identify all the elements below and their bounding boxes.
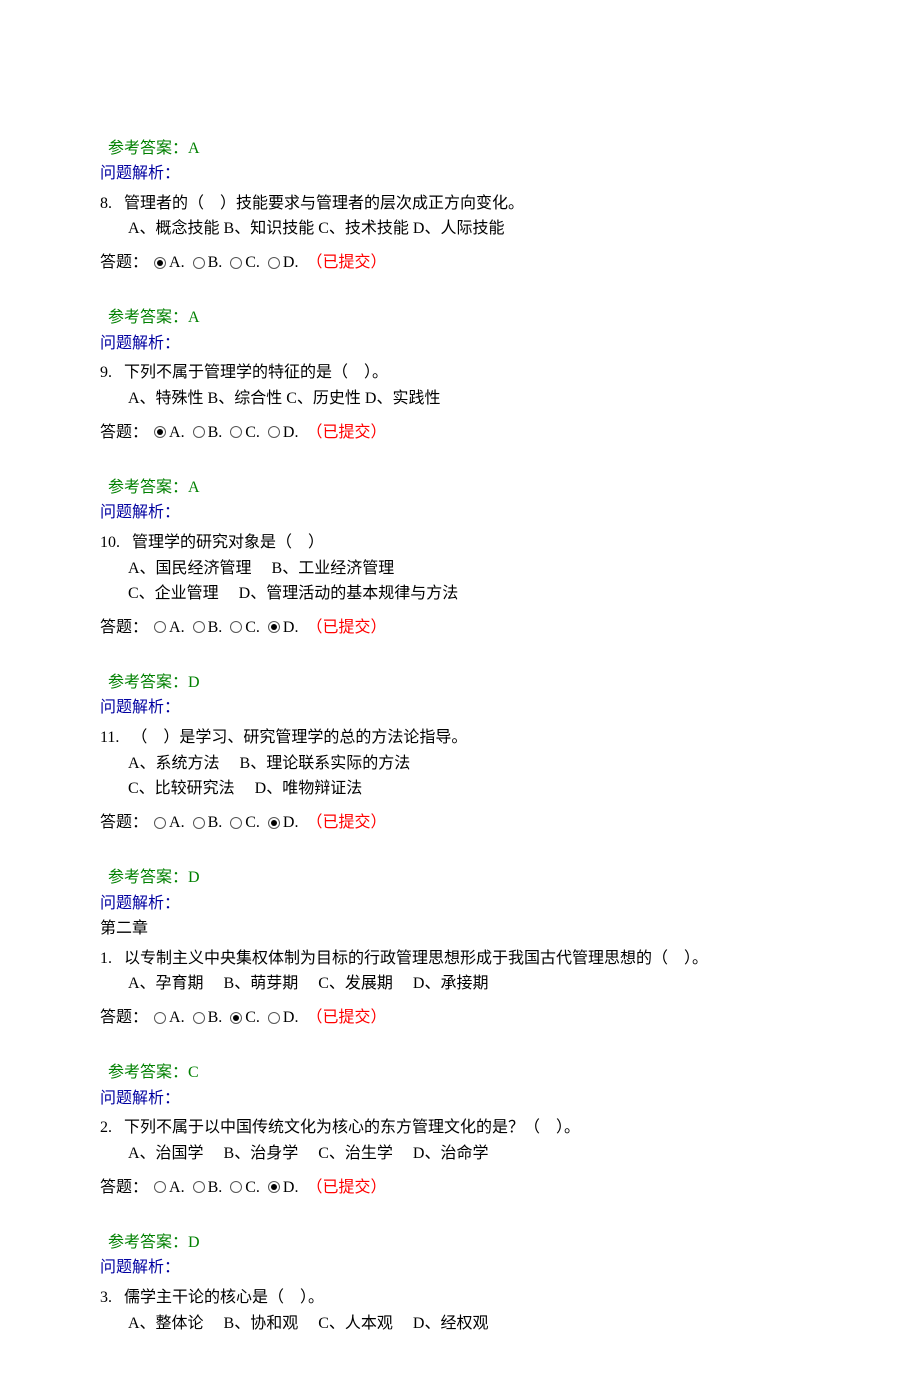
radio-c[interactable] xyxy=(230,1012,242,1024)
radio-d[interactable] xyxy=(268,257,280,269)
question-options: A、孕育期 B、萌芽期 C、发展期 D、承接期 xyxy=(100,971,820,997)
option-label: B. xyxy=(208,1175,223,1201)
option-label: C. xyxy=(245,1175,260,1201)
radio-a[interactable] xyxy=(154,1181,166,1193)
option-label: A. xyxy=(169,615,185,641)
question-stem: 9. 下列不属于管理学的特征的是（ ）。 xyxy=(100,360,820,386)
analysis-label: 问题解析： xyxy=(100,161,820,187)
question-options: A、特殊性 B、综合性 C、历史性 D、实践性 xyxy=(100,386,820,412)
option-label: A. xyxy=(169,420,185,446)
question-options: A、系统方法 B、理论联系实际的方法 xyxy=(100,751,820,777)
question-stem: 3. 儒学主干论的核心是（ ）。 xyxy=(100,1285,820,1311)
submitted-badge: （已提交） xyxy=(306,1005,386,1031)
answer-row: 答题： A. B. C. D. （已提交） xyxy=(100,810,820,836)
option-label: C. xyxy=(245,1005,260,1031)
answer-prefix: 答题： xyxy=(100,250,148,276)
submitted-badge: （已提交） xyxy=(306,615,386,641)
submitted-badge: （已提交） xyxy=(306,420,386,446)
option-label: B. xyxy=(208,615,223,641)
analysis-label: 问题解析： xyxy=(100,500,820,526)
question-stem: 10. 管理学的研究对象是（ ） xyxy=(100,530,820,556)
radio-c[interactable] xyxy=(230,426,242,438)
reference-answer: 参考答案：D xyxy=(100,1204,820,1255)
question-stem: 2. 下列不属于以中国传统文化为核心的东方管理文化的是？（ ）。 xyxy=(100,1115,820,1141)
option-label: C. xyxy=(245,810,260,836)
question-options: C、比较研究法 D、唯物辩证法 xyxy=(100,776,820,802)
answer-prefix: 答题： xyxy=(100,1175,148,1201)
option-label: D. xyxy=(283,615,299,641)
radio-d[interactable] xyxy=(268,817,280,829)
option-label: D. xyxy=(283,1175,299,1201)
answer-row: 答题： A. B. C. D. （已提交） xyxy=(100,250,820,276)
option-label: A. xyxy=(169,1005,185,1031)
option-label: A. xyxy=(169,810,185,836)
reference-answer: 参考答案：A xyxy=(100,280,820,331)
option-label: D. xyxy=(283,250,299,276)
answer-prefix: 答题： xyxy=(100,420,148,446)
question-options: A、概念技能 B、知识技能 C、技术技能 D、人际技能 xyxy=(100,216,820,242)
option-label: B. xyxy=(208,420,223,446)
option-label: A. xyxy=(169,250,185,276)
chapter-heading: 第二章 xyxy=(100,916,820,942)
analysis-label: 问题解析： xyxy=(100,1255,820,1281)
question-stem: 1. 以专制主义中央集权体制为目标的行政管理思想形成于我国古代管理思想的（ ）。 xyxy=(100,946,820,972)
reference-answer: 参考答案：A xyxy=(100,110,820,161)
radio-b[interactable] xyxy=(193,1181,205,1193)
radio-a[interactable] xyxy=(154,257,166,269)
question-options: A、整体论 B、协和观 C、人本观 D、经权观 xyxy=(100,1311,820,1337)
radio-c[interactable] xyxy=(230,621,242,633)
radio-b[interactable] xyxy=(193,817,205,829)
option-label: B. xyxy=(208,810,223,836)
reference-answer: 参考答案：D xyxy=(100,839,820,890)
radio-c[interactable] xyxy=(230,817,242,829)
question-options: A、治国学 B、治身学 C、治生学 D、治命学 xyxy=(100,1141,820,1167)
radio-d[interactable] xyxy=(268,426,280,438)
option-label: D. xyxy=(283,420,299,446)
option-label: A. xyxy=(169,1175,185,1201)
radio-d[interactable] xyxy=(268,1181,280,1193)
radio-a[interactable] xyxy=(154,1012,166,1024)
option-label: D. xyxy=(283,810,299,836)
reference-answer: 参考答案：A xyxy=(100,449,820,500)
option-label: C. xyxy=(245,615,260,641)
analysis-label: 问题解析： xyxy=(100,331,820,357)
radio-d[interactable] xyxy=(268,1012,280,1024)
radio-b[interactable] xyxy=(193,257,205,269)
option-label: C. xyxy=(245,420,260,446)
radio-a[interactable] xyxy=(154,426,166,438)
radio-b[interactable] xyxy=(193,1012,205,1024)
analysis-label: 问题解析： xyxy=(100,695,820,721)
answer-row: 答题： A. B. C. D. （已提交） xyxy=(100,615,820,641)
radio-d[interactable] xyxy=(268,621,280,633)
option-label: B. xyxy=(208,1005,223,1031)
answer-row: 答题： A. B. C. D. （已提交） xyxy=(100,1175,820,1201)
analysis-label: 问题解析： xyxy=(100,1086,820,1112)
radio-c[interactable] xyxy=(230,1181,242,1193)
analysis-label: 问题解析： xyxy=(100,891,820,917)
question-stem: 8. 管理者的（ ）技能要求与管理者的层次成正方向变化。 xyxy=(100,191,820,217)
answer-prefix: 答题： xyxy=(100,1005,148,1031)
submitted-badge: （已提交） xyxy=(306,810,386,836)
answer-prefix: 答题： xyxy=(100,810,148,836)
radio-c[interactable] xyxy=(230,257,242,269)
question-options: A、国民经济管理 B、工业经济管理 xyxy=(100,556,820,582)
question-options: C、企业管理 D、管理活动的基本规律与方法 xyxy=(100,581,820,607)
answer-prefix: 答题： xyxy=(100,615,148,641)
submitted-badge: （已提交） xyxy=(306,1175,386,1201)
question-stem: 11. （ ）是学习、研究管理学的总的方法论指导。 xyxy=(100,725,820,751)
radio-a[interactable] xyxy=(154,817,166,829)
option-label: C. xyxy=(245,250,260,276)
radio-b[interactable] xyxy=(193,621,205,633)
submitted-badge: （已提交） xyxy=(306,250,386,276)
option-label: B. xyxy=(208,250,223,276)
radio-a[interactable] xyxy=(154,621,166,633)
reference-answer: 参考答案：D xyxy=(100,644,820,695)
reference-answer: 参考答案：C xyxy=(100,1035,820,1086)
answer-row: 答题： A. B. C. D. （已提交） xyxy=(100,1005,820,1031)
answer-row: 答题： A. B. C. D. （已提交） xyxy=(100,420,820,446)
radio-b[interactable] xyxy=(193,426,205,438)
option-label: D. xyxy=(283,1005,299,1031)
